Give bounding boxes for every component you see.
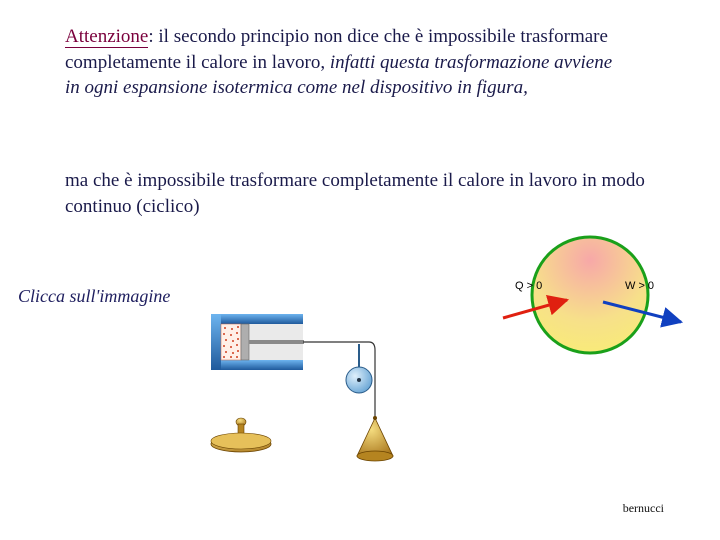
- paragraph-2: ma che è impossibile trasformare complet…: [65, 168, 645, 219]
- energy-flow-diagram[interactable]: Q > 0 W > 0: [485, 230, 695, 380]
- click-hint: Clicca sull'immagine: [18, 286, 170, 307]
- q-label: Q > 0: [515, 280, 542, 292]
- piston-device-diagram[interactable]: [205, 310, 405, 480]
- attention-word: Attenzione: [65, 26, 148, 48]
- gas-chamber-icon: [221, 324, 241, 360]
- slide: Attenzione: il secondo principio non dic…: [0, 0, 720, 540]
- w-label: W > 0: [625, 280, 654, 292]
- weight-icon: [357, 416, 393, 461]
- pulley-icon: [346, 344, 372, 393]
- piston-rod-icon: [249, 340, 304, 344]
- burner-stand-icon: [211, 418, 271, 452]
- piston-icon: [241, 324, 249, 360]
- author-footer: bernucci: [623, 501, 664, 516]
- system-circle-icon: [532, 237, 648, 353]
- paragraph-1: Attenzione: il secondo principio non dic…: [65, 24, 625, 101]
